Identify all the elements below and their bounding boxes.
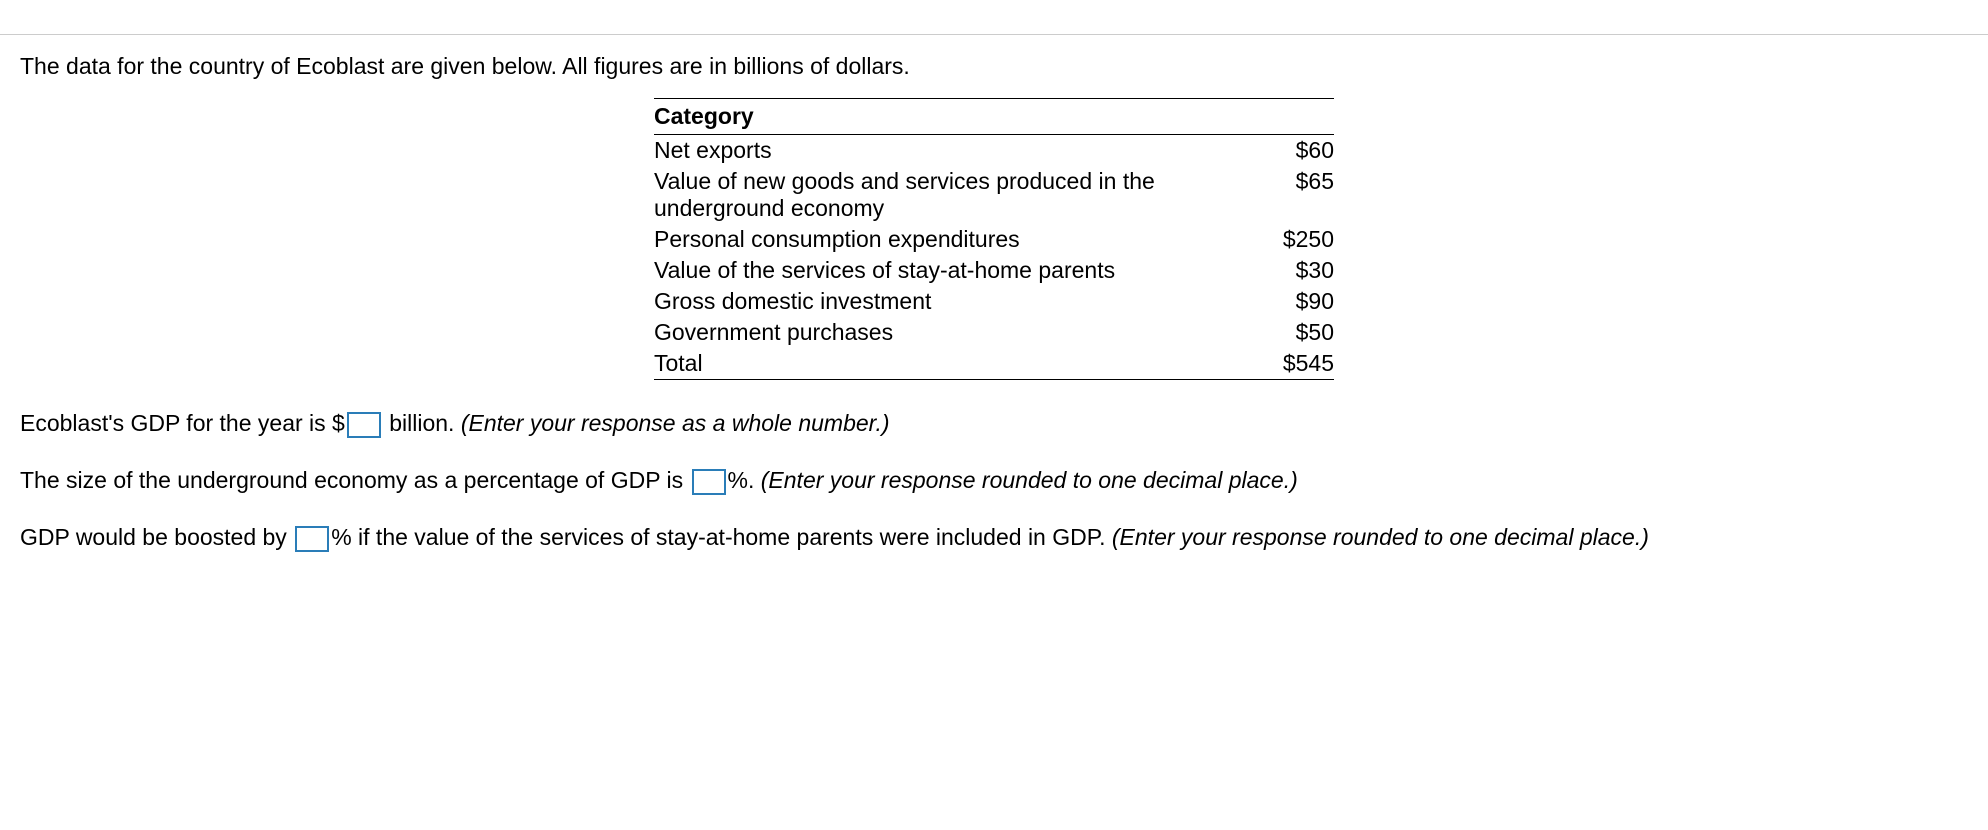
boost-pct-input[interactable] (295, 526, 329, 552)
row-label: Government purchases (654, 317, 1243, 348)
divider-top (0, 34, 1988, 35)
row-value: $65 (1243, 166, 1334, 224)
row-label: Net exports (654, 135, 1243, 167)
row-value: $30 (1243, 255, 1334, 286)
table-row: Gross domestic investment $90 (654, 286, 1334, 317)
q2-pre: The size of the underground economy as a… (20, 467, 690, 493)
q3-hint: (Enter your response rounded to one deci… (1112, 524, 1649, 550)
table-row: Government purchases $50 (654, 317, 1334, 348)
row-value: $50 (1243, 317, 1334, 348)
row-value: $60 (1243, 135, 1334, 167)
row-label: Gross domestic investment (654, 286, 1243, 317)
q1-hint: (Enter your response as a whole number.) (461, 410, 890, 436)
gdp-input[interactable] (347, 412, 381, 438)
q3-post: % if the value of the services of stay-a… (331, 524, 1112, 550)
table-row: Personal consumption expenditures $250 (654, 224, 1334, 255)
row-value: $545 (1243, 348, 1334, 380)
table-row: Value of the services of stay-at-home pa… (654, 255, 1334, 286)
row-value: $90 (1243, 286, 1334, 317)
q2-post: %. (728, 467, 761, 493)
q1-post: billion. (383, 410, 461, 436)
intro-text: The data for the country of Ecoblast are… (20, 53, 1968, 80)
row-label: Value of new goods and services produced… (654, 166, 1243, 224)
row-label: Value of the services of stay-at-home pa… (654, 255, 1243, 286)
question-2: The size of the underground economy as a… (20, 465, 1968, 496)
row-value: $250 (1243, 224, 1334, 255)
question-content: The data for the country of Ecoblast are… (0, 53, 1988, 553)
table-row-total: Total $545 (654, 348, 1334, 380)
q1-pre: Ecoblast's GDP for the year is $ (20, 410, 345, 436)
table-row: Value of new goods and services produced… (654, 166, 1334, 224)
row-label: Personal consumption expenditures (654, 224, 1243, 255)
table-header-category: Category (654, 99, 1243, 135)
q3-pre: GDP would be boosted by (20, 524, 293, 550)
data-table: Category Net exports $60 Value of new go… (654, 98, 1334, 380)
row-label: Total (654, 348, 1243, 380)
question-3: GDP would be boosted by % if the value o… (20, 522, 1968, 553)
table-row: Net exports $60 (654, 135, 1334, 167)
underground-pct-input[interactable] (692, 469, 726, 495)
q2-hint: (Enter your response rounded to one deci… (761, 467, 1298, 493)
question-1: Ecoblast's GDP for the year is $ billion… (20, 408, 1968, 439)
